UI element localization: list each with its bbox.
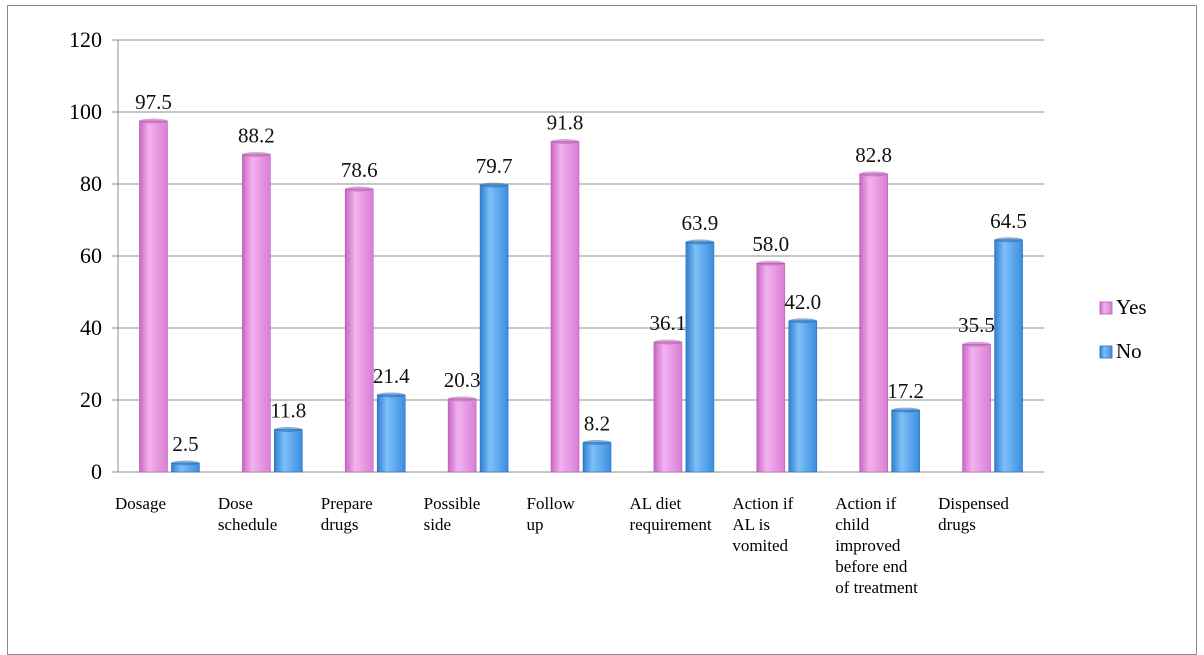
bar-no bbox=[582, 442, 612, 473]
x-category-label: Follow up bbox=[526, 494, 575, 534]
data-label-no: 8.2 bbox=[584, 411, 610, 435]
x-category-label: Action if child improved before end of t… bbox=[835, 494, 918, 597]
bar-top-cap bbox=[480, 182, 509, 188]
x-category-label: Possible side bbox=[423, 494, 481, 534]
bar-top-cap bbox=[891, 407, 920, 413]
legend-swatch-no bbox=[1099, 345, 1113, 359]
bar-top-cap bbox=[377, 392, 406, 398]
bar-top-cap bbox=[448, 396, 477, 402]
bar-top-cap bbox=[962, 341, 991, 347]
data-label-no: 21.4 bbox=[373, 364, 410, 388]
data-label-no: 17.2 bbox=[887, 379, 924, 403]
data-label-no: 42.0 bbox=[784, 290, 821, 314]
bar-top-cap bbox=[994, 237, 1023, 243]
bar-no bbox=[994, 239, 1023, 473]
data-label-yes: 35.5 bbox=[958, 313, 995, 337]
data-label-yes: 97.5 bbox=[135, 90, 172, 114]
data-label-yes: 78.6 bbox=[341, 158, 378, 182]
bar-yes bbox=[653, 341, 683, 473]
bar-top-cap bbox=[756, 260, 785, 266]
bar-no bbox=[788, 320, 818, 473]
bar-top-cap bbox=[242, 151, 271, 157]
bar-no bbox=[891, 409, 920, 473]
data-label-no: 63.9 bbox=[682, 211, 719, 235]
y-tick-label: 100 bbox=[69, 99, 102, 124]
data-label-no: 2.5 bbox=[172, 432, 198, 456]
bars bbox=[139, 118, 1023, 473]
bar-top-cap bbox=[274, 427, 303, 433]
y-tick-label: 60 bbox=[80, 243, 102, 268]
data-labels: 97.5 2.5 88.2 11.8 78.6 21.4 20.3 79.7 91.8 8.2 36… bbox=[135, 90, 1027, 456]
data-label-yes: 20.3 bbox=[444, 368, 481, 392]
data-label-yes: 88.2 bbox=[238, 123, 275, 147]
bar-top-cap bbox=[653, 339, 682, 345]
x-category-label: Dispensed drugs bbox=[938, 494, 1009, 534]
bar-yes bbox=[550, 141, 580, 473]
data-label-yes: 58.0 bbox=[752, 232, 789, 256]
x-category-label: AL diet requirement bbox=[629, 494, 712, 534]
bar-no bbox=[376, 394, 406, 473]
y-tick-label: 120 bbox=[69, 27, 102, 52]
bar-yes bbox=[139, 120, 168, 473]
x-category-label: Dosage bbox=[115, 494, 166, 513]
bar-top-cap bbox=[345, 186, 374, 192]
gridlines bbox=[118, 39, 1044, 473]
bar-top-cap bbox=[685, 239, 714, 245]
bar-yes bbox=[962, 343, 991, 473]
y-tick-label: 40 bbox=[80, 315, 102, 340]
data-label-no: 11.8 bbox=[270, 399, 306, 423]
bar-yes bbox=[344, 188, 374, 473]
data-label-no: 64.5 bbox=[990, 209, 1027, 233]
legend-swatch-yes bbox=[1099, 301, 1113, 315]
bar-no bbox=[479, 184, 509, 473]
y-axis: 0 20 40 60 80 100 120 bbox=[69, 27, 119, 484]
legend-label-no: No bbox=[1116, 339, 1142, 363]
bar-yes bbox=[447, 398, 477, 473]
legend-label-yes: Yes bbox=[1116, 295, 1147, 319]
data-label-no: 79.7 bbox=[476, 154, 513, 178]
data-label-yes: 36.1 bbox=[650, 311, 687, 335]
bar-no bbox=[685, 241, 715, 473]
bar-yes bbox=[756, 262, 786, 473]
bar-yes bbox=[242, 154, 271, 473]
legend: Yes No bbox=[1099, 295, 1147, 363]
bar-top-cap bbox=[171, 460, 200, 466]
bar-top-cap bbox=[139, 118, 168, 124]
data-label-yes: 91.8 bbox=[547, 111, 584, 135]
x-category-label: Action if AL is vomited bbox=[732, 494, 794, 555]
bar-yes bbox=[859, 173, 888, 473]
bar-top-cap bbox=[551, 139, 579, 145]
x-category-label: Dose schedule bbox=[217, 494, 278, 534]
y-tick-label: 80 bbox=[80, 171, 102, 196]
y-tick-label: 0 bbox=[91, 459, 102, 484]
data-label-yes: 82.8 bbox=[855, 143, 892, 167]
bar-no bbox=[274, 429, 303, 473]
x-category-label: Prepare drugs bbox=[320, 494, 373, 534]
bar-top-cap bbox=[859, 171, 888, 177]
bar-top-cap bbox=[583, 439, 611, 445]
bar-top-cap bbox=[788, 318, 817, 324]
y-tick-label: 20 bbox=[80, 387, 102, 412]
